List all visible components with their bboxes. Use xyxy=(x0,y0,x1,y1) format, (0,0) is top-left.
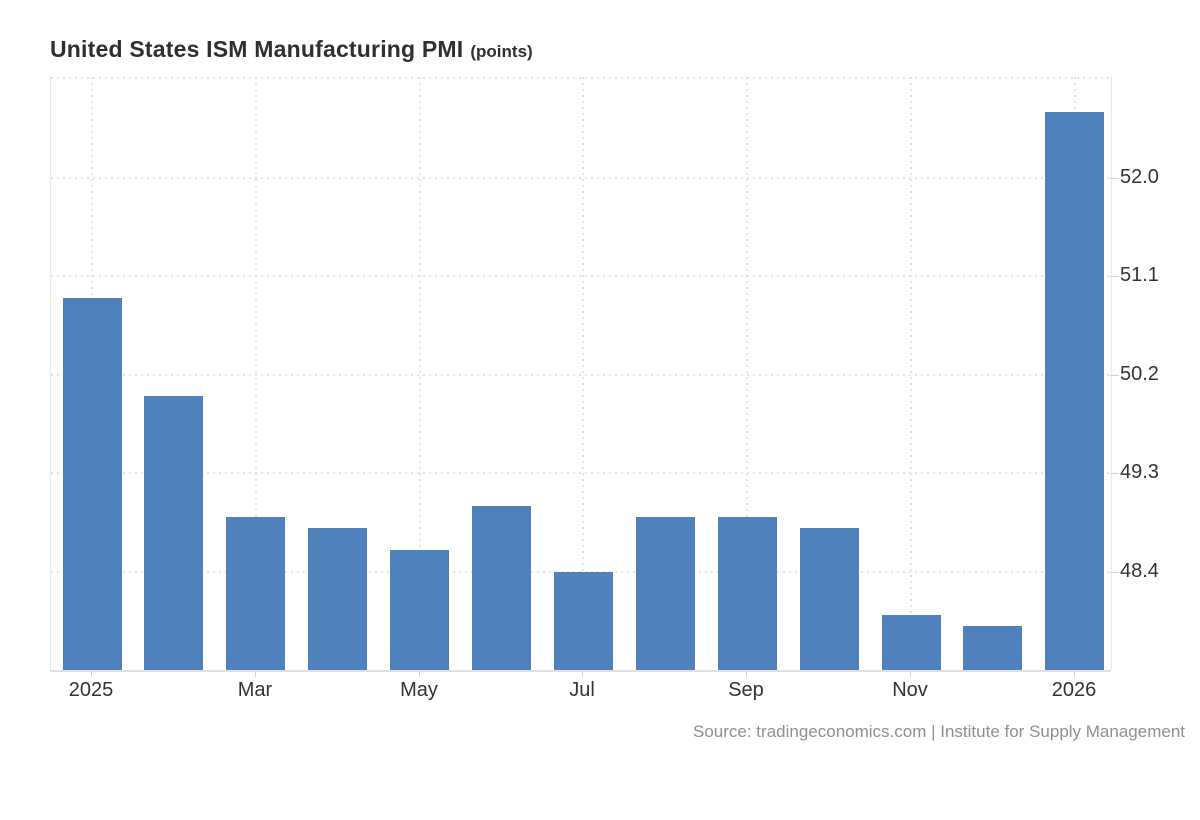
bar[interactable] xyxy=(308,528,367,670)
plot-area xyxy=(50,77,1112,670)
bar[interactable] xyxy=(144,396,203,670)
bar[interactable] xyxy=(800,528,859,670)
x-axis-tick xyxy=(91,672,92,677)
gridline-vertical xyxy=(418,77,421,670)
bar[interactable] xyxy=(472,506,531,670)
x-axis-label: Nov xyxy=(892,679,928,701)
gridline-horizontal xyxy=(51,570,1111,573)
y-axis-tick xyxy=(1110,572,1119,573)
source-credit: Source: tradingeconomics.com | Institute… xyxy=(693,722,1185,741)
chart-title-block: United States ISM Manufacturing PMI (poin… xyxy=(50,36,533,63)
bar[interactable] xyxy=(554,572,613,670)
gridline-horizontal xyxy=(51,275,1111,278)
gridline-horizontal xyxy=(51,373,1111,376)
x-axis-label: 2026 xyxy=(1051,679,1097,701)
y-axis-tick xyxy=(1110,473,1119,474)
gridline-horizontal xyxy=(51,176,1111,179)
y-axis-label: 51.1 xyxy=(1120,264,1159,286)
bar[interactable] xyxy=(718,517,777,670)
x-axis-tick xyxy=(255,672,256,677)
gridline-vertical xyxy=(254,77,257,670)
x-axis-label: 2025 xyxy=(68,679,114,701)
y-axis-label: 48.4 xyxy=(1120,560,1159,582)
bar[interactable] xyxy=(636,517,695,670)
chart-title: United States ISM Manufacturing PMI xyxy=(50,36,464,62)
bar[interactable] xyxy=(963,626,1022,670)
bar[interactable] xyxy=(226,517,285,670)
gridline-horizontal xyxy=(51,472,1111,475)
x-axis-tick xyxy=(910,672,911,677)
y-axis-tick xyxy=(1110,276,1119,277)
x-axis-label: Sep xyxy=(728,679,764,701)
x-axis-line xyxy=(50,670,1111,672)
x-axis-tick xyxy=(582,672,583,677)
x-axis-label: Mar xyxy=(237,679,273,701)
x-axis-label: Jul xyxy=(569,679,595,701)
y-axis-tick xyxy=(1110,375,1119,376)
y-axis-label: 49.3 xyxy=(1120,461,1159,483)
x-axis-tick xyxy=(1074,672,1075,677)
y-axis-label: 50.2 xyxy=(1120,363,1159,385)
x-axis-tick xyxy=(419,672,420,677)
gridline-vertical xyxy=(746,77,749,670)
bar[interactable] xyxy=(882,615,941,670)
y-axis-tick xyxy=(1110,178,1119,179)
bar[interactable] xyxy=(1045,112,1104,670)
bar[interactable] xyxy=(63,298,122,670)
x-axis-label: May xyxy=(400,679,438,701)
y-axis-label: 52.0 xyxy=(1120,166,1159,188)
bar[interactable] xyxy=(390,550,449,670)
chart-title-units: (points) xyxy=(470,42,533,61)
gridline-vertical xyxy=(910,77,912,670)
gridline-horizontal-top xyxy=(51,77,1111,79)
x-axis-tick xyxy=(746,672,747,677)
gridline-vertical xyxy=(582,77,585,670)
